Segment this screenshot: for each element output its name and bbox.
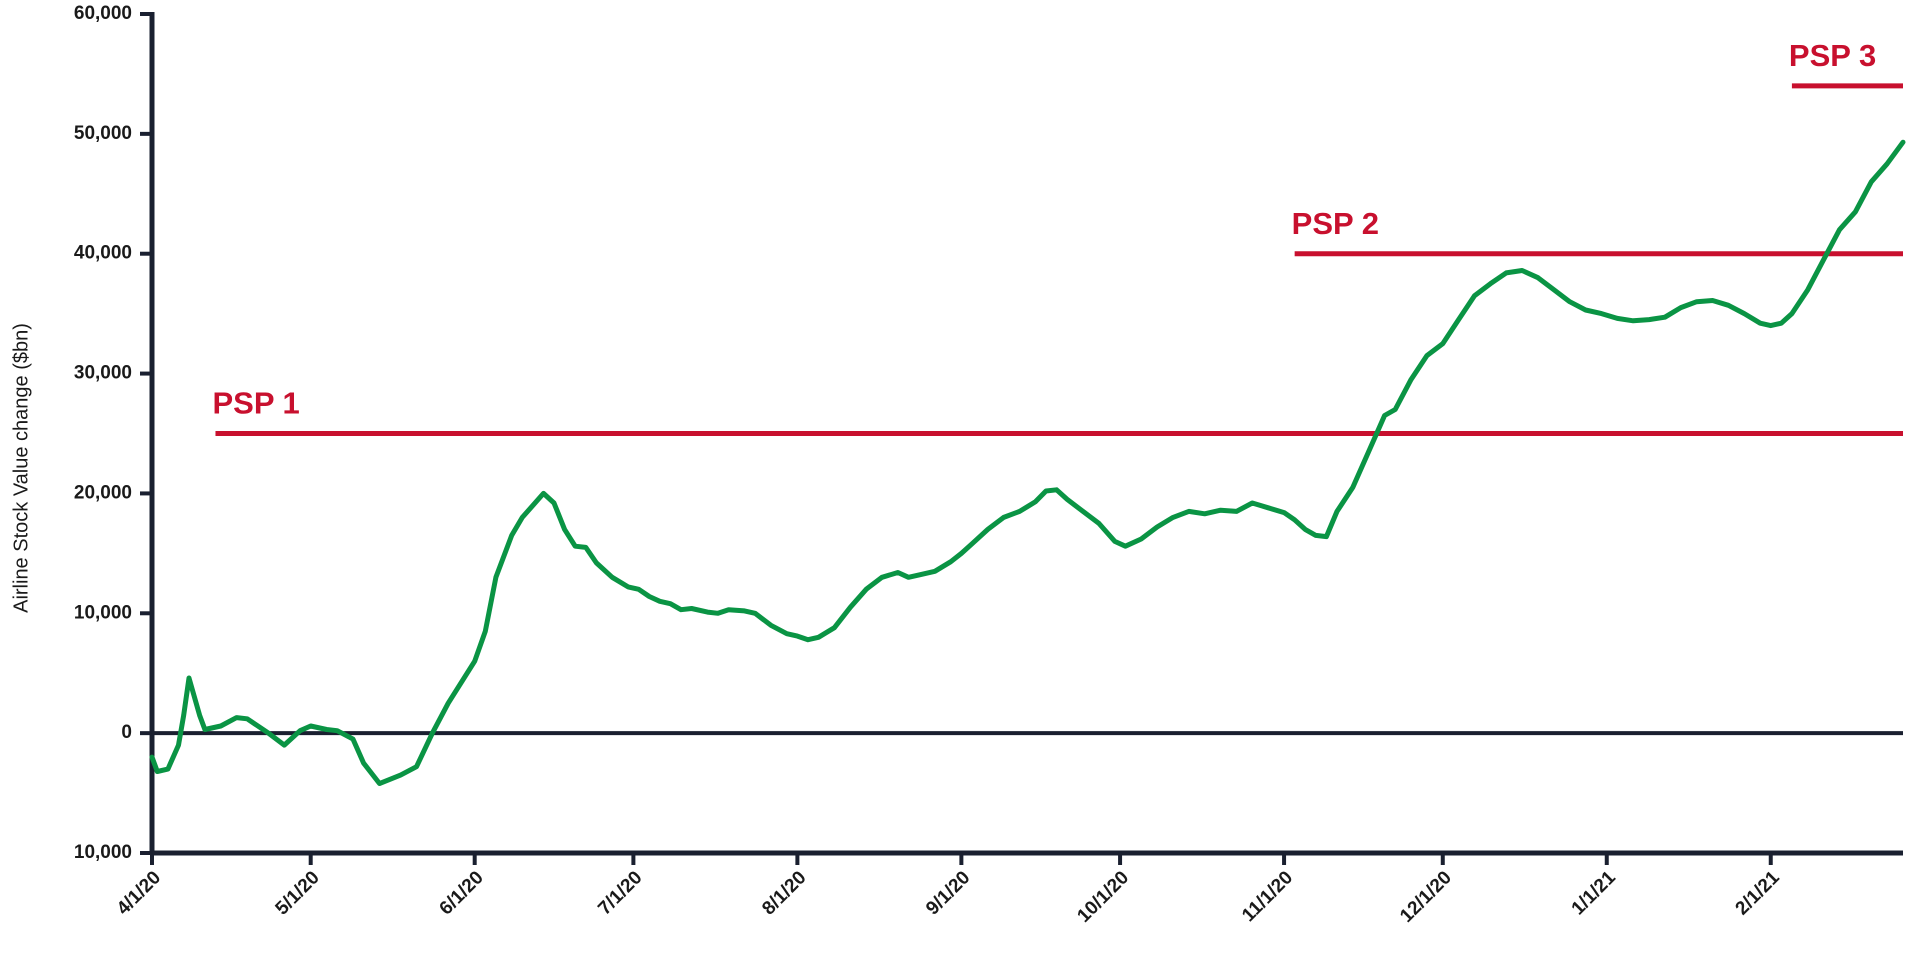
x-tick-label: 6/1/20 bbox=[436, 867, 488, 919]
x-tick-label: 9/1/20 bbox=[922, 867, 974, 919]
x-tick-label: 12/1/20 bbox=[1396, 867, 1456, 927]
y-tick-label: 60,000 bbox=[74, 3, 132, 24]
reference-label: PSP 3 bbox=[1789, 38, 1876, 73]
y-tick-label: 20,000 bbox=[74, 482, 132, 503]
y-tick-label: 0 bbox=[121, 722, 132, 743]
x-tick-label: 7/1/20 bbox=[594, 867, 646, 919]
x-tick-label: 4/1/20 bbox=[113, 867, 165, 919]
x-tick-label: 5/1/20 bbox=[272, 867, 324, 919]
y-tick-label: 10,000 bbox=[74, 602, 132, 623]
x-tick-label: 10/1/20 bbox=[1073, 867, 1133, 927]
y-tick-label: 40,000 bbox=[74, 243, 132, 264]
y-tick-label: 30,000 bbox=[74, 363, 132, 384]
x-tick-label: 1/1/21 bbox=[1568, 867, 1621, 920]
data-line bbox=[149, 139, 1906, 786]
reference-label: PSP 1 bbox=[212, 386, 299, 421]
y-axis-label: Airline Stock Value change ($bn) bbox=[10, 323, 32, 613]
y-tick-label: 10,000 bbox=[74, 842, 132, 863]
x-tick-label: 11/1/20 bbox=[1238, 867, 1297, 926]
reference-label: PSP 2 bbox=[1292, 206, 1379, 241]
y-tick-label: 50,000 bbox=[74, 123, 132, 144]
x-tick-label: 8/1/20 bbox=[758, 867, 810, 919]
x-tick-label: 2/1/21 bbox=[1732, 867, 1785, 920]
